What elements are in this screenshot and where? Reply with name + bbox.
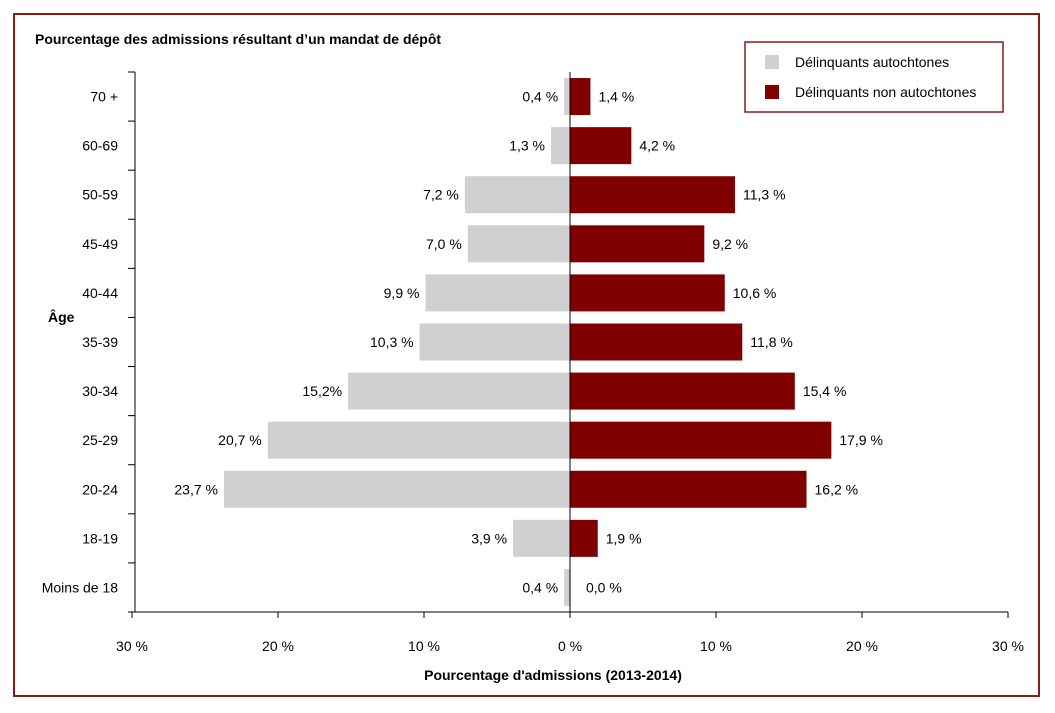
bar-non-autochtones (570, 225, 705, 263)
y-tick-label: 35-39 (82, 334, 118, 350)
bar-non-autochtones (570, 470, 807, 508)
y-tick-label: 45-49 (82, 236, 118, 252)
y-tick-label: 60-69 (82, 138, 118, 154)
legend: Délinquants autochtones Délinquants non a… (744, 41, 1004, 113)
data-label-non-autochtones: 10,6 % (733, 285, 777, 301)
data-label-non-autochtones: 11,8 % (750, 334, 793, 350)
bar-non-autochtones (570, 421, 832, 459)
bar-autochtones (419, 323, 570, 361)
x-tick-label: 30 % (116, 638, 148, 654)
y-tick-label: 40-44 (82, 285, 118, 301)
y-tick-label: 18-19 (82, 530, 118, 546)
x-tick-label: 30 % (992, 638, 1024, 654)
data-label-non-autochtones: 4,2 % (639, 138, 675, 154)
legend-box (744, 41, 1004, 113)
data-label-autochtones: 23,7 % (174, 481, 218, 497)
bar-autochtones (348, 372, 570, 410)
data-label-non-autochtones: 16,2 % (815, 481, 859, 497)
bar-non-autochtones (570, 78, 591, 116)
bar-autochtones (223, 470, 571, 508)
data-label-autochtones: 1,3 % (509, 138, 545, 154)
legend-swatch (765, 55, 779, 69)
bar-non-autochtones (570, 274, 725, 312)
y-tick-label: 70 + (90, 89, 118, 105)
bar-autochtones (513, 519, 570, 557)
data-label-non-autochtones: 1,4 % (598, 89, 634, 105)
bar-autochtones (425, 274, 570, 312)
data-label-autochtones: 15,2% (302, 383, 342, 399)
y-tick-label: 50-59 (82, 187, 118, 203)
data-label-autochtones: 0,4 % (522, 89, 558, 105)
bar-non-autochtones (570, 127, 632, 165)
data-label-non-autochtones: 15,4 % (803, 383, 847, 399)
bar-non-autochtones (570, 519, 598, 557)
bar-non-autochtones (570, 323, 743, 361)
data-label-non-autochtones: 11,3 % (743, 187, 786, 203)
x-axis-title: Pourcentage d'admissions (2013-2014) (424, 667, 682, 683)
x-tick-label: 10 % (408, 638, 440, 654)
bar-autochtones (551, 127, 570, 165)
bar-non-autochtones (570, 176, 735, 214)
bar-autochtones (267, 421, 570, 459)
data-label-autochtones: 7,2 % (423, 187, 459, 203)
y-tick-label: 20-24 (82, 481, 118, 497)
legend-label: Délinquants non autochtones (795, 84, 976, 100)
plot-area: 30 % 20 % 10 % 0 % 10 % 20 % 30 % 70 + 0,4 % 1,4 … (42, 71, 1024, 654)
data-label-non-autochtones: 17,9 % (839, 432, 883, 448)
bar-autochtones (564, 78, 570, 116)
legend-swatch (765, 85, 779, 99)
data-label-non-autochtones: 0,0 % (586, 579, 622, 595)
data-label-autochtones: 7,0 % (426, 236, 462, 252)
data-label-autochtones: 20,7 % (218, 432, 262, 448)
data-label-non-autochtones: 9,2 % (712, 236, 748, 252)
data-label-autochtones: 10,3 % (370, 334, 414, 350)
data-label-non-autochtones: 1,9 % (606, 530, 642, 546)
x-tick-label: 20 % (262, 638, 294, 654)
y-tick-label: 30-34 (82, 383, 118, 399)
y-tick-label: 25-29 (82, 432, 118, 448)
x-tick-label: 0 % (558, 638, 582, 654)
bar-autochtones (564, 568, 570, 606)
data-label-autochtones: 9,9 % (384, 285, 420, 301)
x-tick-label: 10 % (700, 638, 732, 654)
data-label-autochtones: 0,4 % (522, 579, 558, 595)
bar-autochtones (464, 176, 570, 214)
bar-autochtones (467, 225, 570, 263)
y-tick-label: Moins de 18 (42, 579, 118, 595)
legend-label: Délinquants autochtones (795, 54, 949, 70)
y-axis-title: Âge (48, 308, 75, 325)
x-tick-label: 20 % (846, 638, 878, 654)
data-label-autochtones: 3,9 % (471, 530, 507, 546)
chart-title: Pourcentage des admissions résultant d’u… (35, 31, 441, 47)
bar-non-autochtones (570, 372, 795, 410)
